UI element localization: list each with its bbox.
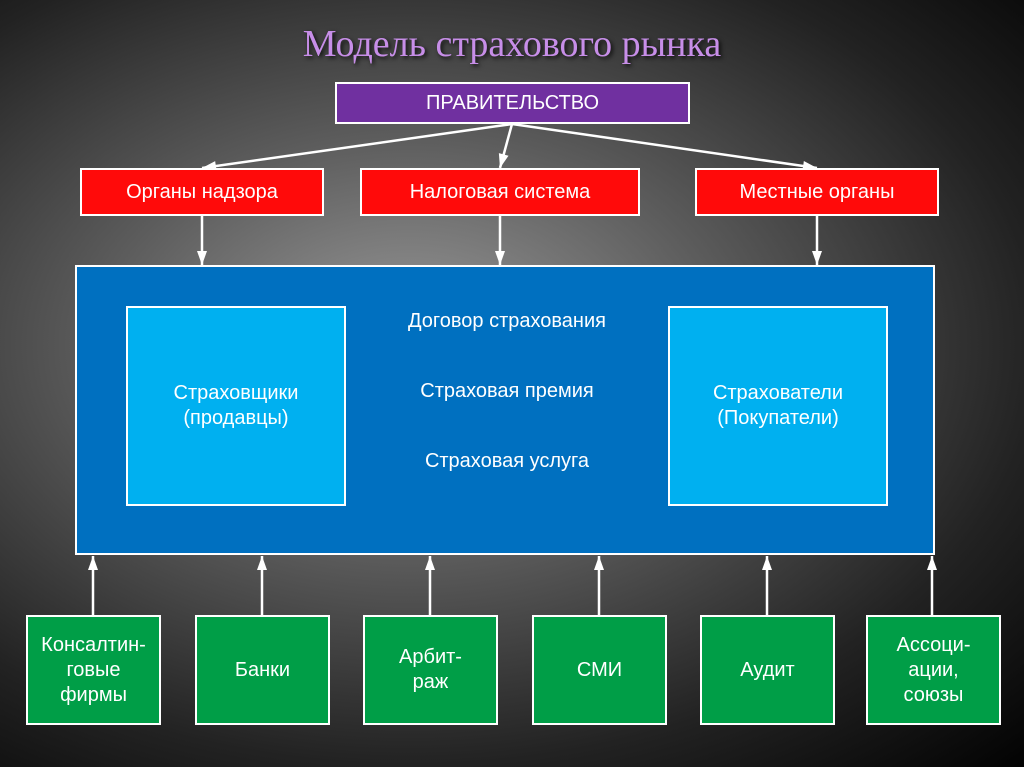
edge-label-1: Страховая премия [377,380,637,403]
node-assoc: Ассоци- ации, союзы [866,615,1001,725]
node-sellers: Страховщики (продавцы) [126,306,346,506]
node-audit: Аудит [700,615,835,725]
node-smi: СМИ [532,615,667,725]
edge-label-2: Страховая услуга [377,450,637,473]
node-local: Местные органы [695,168,939,216]
node-gov: ПРАВИТЕЛЬСТВО [335,82,690,124]
node-nadzor: Органы надзора [80,168,324,216]
node-arbit: Арбит- раж [363,615,498,725]
edge-label-0: Договор страхования [377,310,637,333]
node-tax: Налоговая система [360,168,640,216]
node-buyers: Страхователи (Покупатели) [668,306,888,506]
node-consult: Консалтин- говые фирмы [26,615,161,725]
node-banks: Банки [195,615,330,725]
